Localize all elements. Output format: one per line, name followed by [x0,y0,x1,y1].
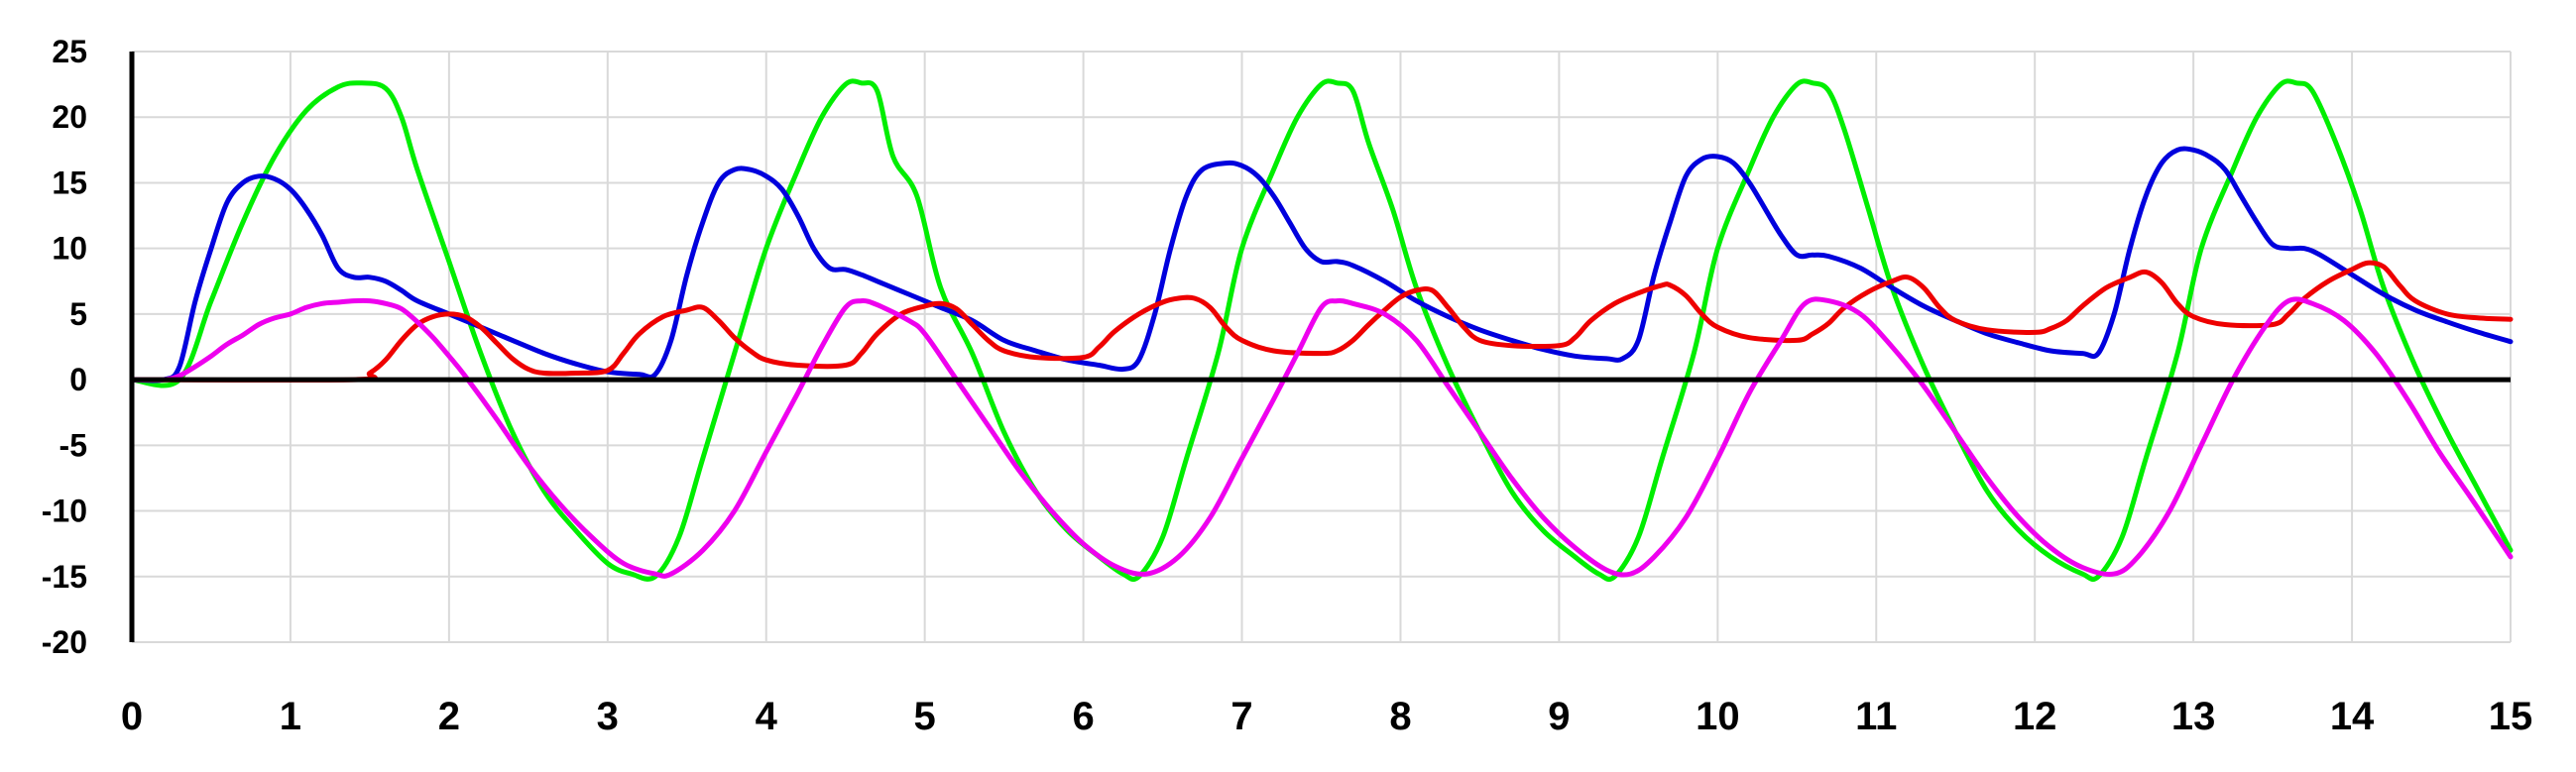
x-tick-label: 12 [2013,695,2057,738]
x-tick-label: 3 [597,695,619,738]
x-tick-label: 13 [2171,695,2216,738]
chart-axes [129,52,2511,642]
y-tick-label: -15 [42,559,87,595]
y-tick-label: 5 [69,296,87,332]
y-tick-label: 20 [52,99,87,135]
x-tick-label: 4 [756,695,778,738]
x-tick-label: 10 [1696,695,1740,738]
chart-series-group [129,78,2514,583]
x-tick-label: 15 [2489,695,2533,738]
y-tick-label: 10 [52,231,87,267]
series-line-2 [129,146,2514,384]
x-tick-label: 2 [438,695,460,738]
y-tick-label: -5 [59,427,87,463]
x-tick-label: 14 [2330,695,2375,738]
y-tick-label: 15 [52,165,87,200]
y-tick-label: 25 [52,34,87,69]
series-line-4 [129,296,2514,579]
y-tick-label: 0 [69,362,87,397]
x-tick-label: 1 [280,695,301,738]
series-line-3 [129,260,2514,384]
series-line-1 [129,78,2514,583]
x-tick-labels: 0 1 2 3 4 5 6 7 8 9 10 11 12 13 14 15 [121,695,2532,738]
x-tick-label: 5 [914,695,936,738]
y-tick-label: -20 [42,624,87,660]
y-tick-label: -10 [42,494,87,529]
x-tick-label: 0 [121,695,143,738]
y-tick-labels: 25 20 15 10 5 0 -5 -10 -15 -20 [42,34,87,660]
x-tick-label: 11 [1855,695,1897,738]
x-tick-label: 9 [1548,695,1570,738]
x-tick-label: 6 [1072,695,1094,738]
chart-grid [131,51,2512,643]
x-tick-label: 8 [1389,695,1411,738]
x-tick-label: 7 [1230,695,1252,738]
